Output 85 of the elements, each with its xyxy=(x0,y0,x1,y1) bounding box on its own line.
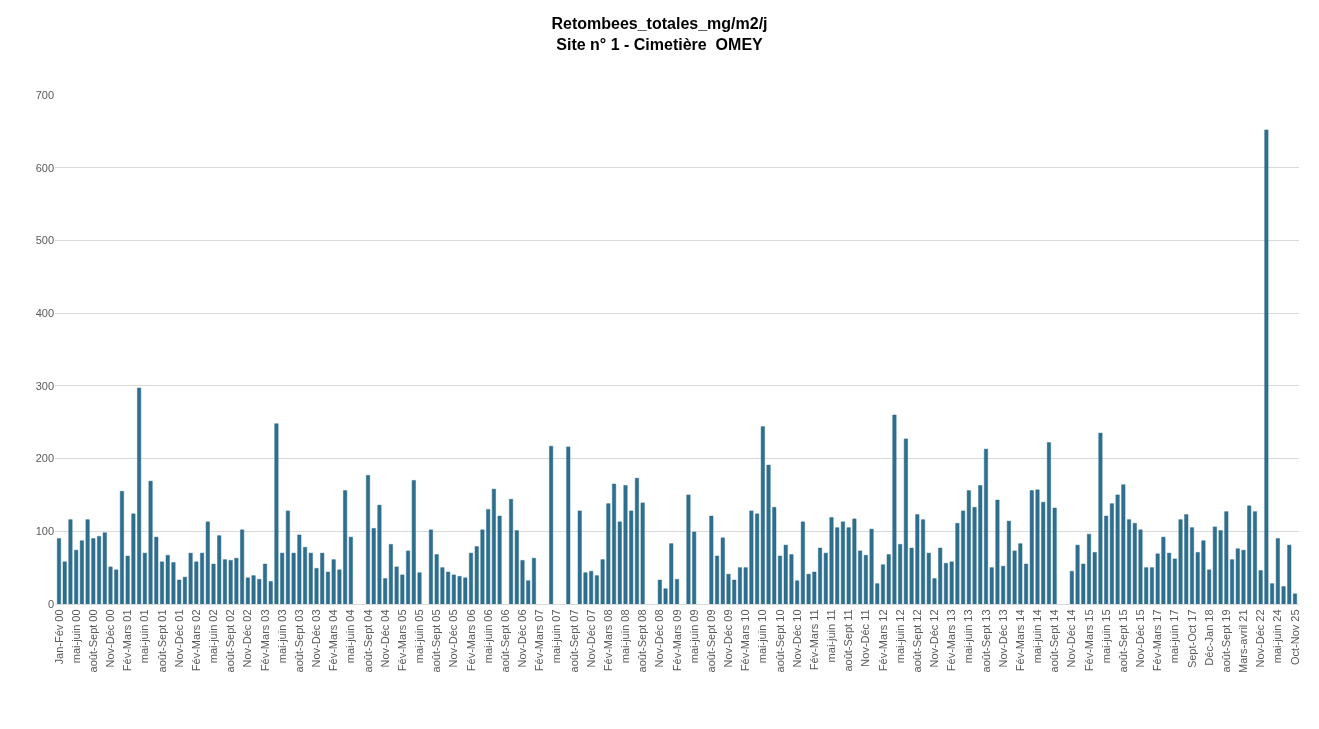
x-tick-label: août-Sept 14 xyxy=(1048,609,1061,673)
x-tick-label: août-Sept 12 xyxy=(910,609,923,673)
x-tick-label: Nov-Déc 15 xyxy=(1134,609,1147,668)
x-tick-label: mai-juin 10 xyxy=(756,609,769,664)
x-tick-label: Fév-Mars 12 xyxy=(876,609,889,672)
x-tick-label: mai-juin 24 xyxy=(1271,609,1284,664)
x-tick-label: Nov-Déc 01 xyxy=(172,609,185,668)
chart-subtitle: Site n° 1 - Cimetière OMEY xyxy=(556,35,764,53)
x-tick-label: août-Sept 03 xyxy=(292,609,305,673)
x-tick-label: Nov-Déc 13 xyxy=(996,609,1009,668)
x-tick-label: août-Sept 05 xyxy=(430,609,443,673)
x-tick-label: mai-juin 08 xyxy=(619,609,632,664)
y-tick-label: 400 xyxy=(35,306,54,319)
x-tick-label: mai-juin 02 xyxy=(207,609,220,664)
x-tick-label: Fév-Mars 14 xyxy=(1013,609,1026,672)
x-tick-label: Fév-Mars 11 xyxy=(807,609,820,671)
x-tick-label: Fév-Mars 06 xyxy=(464,609,477,672)
x-tick-label: août-Sept 13 xyxy=(979,609,992,673)
x-tick-label: Fév-Mars 03 xyxy=(258,609,271,672)
x-tick-label: Déc-Jan 18 xyxy=(1202,609,1215,666)
x-tick-label: mai-juin 11 xyxy=(825,609,838,663)
x-tick-label: août-Sept 01 xyxy=(155,609,168,673)
x-tick-label: août-Sept 09 xyxy=(704,609,717,673)
x-tick-label: août-Sept 06 xyxy=(498,609,511,673)
x-tick-label: Nov-Déc 09 xyxy=(722,609,735,668)
y-tick-label: 300 xyxy=(35,379,54,392)
x-tick-label: août-Sept 15 xyxy=(1116,609,1129,673)
y-tick-label: 600 xyxy=(35,161,54,174)
x-tick-label: Nov-Déc 04 xyxy=(378,609,391,668)
x-tick-label: Nov-Déc 02 xyxy=(241,609,254,668)
x-tick-label: Fév-Mars 05 xyxy=(395,609,408,672)
x-tick-label: mai-juin 04 xyxy=(344,609,357,664)
x-tick-label: Fév-Mars 17 xyxy=(1151,609,1164,672)
x-tick-label: mai-juin 06 xyxy=(481,609,494,664)
x-tick-label: mai-juin 15 xyxy=(1099,609,1112,664)
x-tick-label: Nov-Déc 10 xyxy=(790,609,803,668)
x-tick-label: août-Sept 11 xyxy=(842,609,855,672)
x-tick-label: Mars-avril 21 xyxy=(1237,609,1250,673)
bar xyxy=(566,446,571,604)
y-tick-label: 500 xyxy=(35,234,54,247)
x-tick-label: mai-juin 05 xyxy=(413,609,426,664)
x-tick-label: Sept-Oct 17 xyxy=(1185,609,1198,669)
x-tick-label: Fév-Mars 07 xyxy=(533,609,546,672)
x-tick-label: Nov-Déc 06 xyxy=(516,609,529,668)
x-tick-label: Nov-Déc 03 xyxy=(310,609,323,668)
x-tick-label: Fév-Mars 08 xyxy=(601,609,614,672)
x-tick-label: Fév-Mars 09 xyxy=(670,609,683,672)
x-tick-label: mai-juin 07 xyxy=(550,609,563,664)
x-tick-label: Nov-Déc 07 xyxy=(584,609,597,668)
chart-title: Retombees_totales_mg/m2/j xyxy=(551,15,768,33)
x-tick-label: Nov-Déc 00 xyxy=(104,609,117,668)
x-tick-label: mai-juin 09 xyxy=(687,609,700,664)
x-tick-label: août-Sept 19 xyxy=(1219,609,1232,673)
x-tick-label: Fév-Mars 10 xyxy=(739,609,752,672)
x-tick-label: Fév-Mars 13 xyxy=(945,609,958,672)
x-tick-label: mai-juin 17 xyxy=(1168,609,1181,664)
x-tick-label: Fév-Mars 02 xyxy=(189,609,202,672)
y-tick-label: 0 xyxy=(47,597,54,610)
x-tick-label: mai-juin 03 xyxy=(275,609,288,664)
x-tick-label: août-Sept 04 xyxy=(361,609,374,673)
bar xyxy=(549,445,554,604)
x-tick-label: mai-juin 12 xyxy=(893,609,906,664)
x-tick-label: Oct-Nov 25 xyxy=(1288,609,1301,666)
x-tick-label: Fév-Mars 15 xyxy=(1082,609,1095,672)
x-tick-label: Nov-Déc 05 xyxy=(447,609,460,668)
x-tick-label: août-Sept 00 xyxy=(86,609,99,673)
x-tick-label: mai-juin 13 xyxy=(962,609,975,664)
x-tick-label: Nov-Déc 11 xyxy=(859,609,872,667)
x-tick-label: août-Sept 02 xyxy=(224,609,237,673)
y-tick-label: 100 xyxy=(35,525,54,538)
x-tick-label: Nov-Déc 14 xyxy=(1065,609,1078,668)
x-tick-label: mai-juin 01 xyxy=(138,609,151,664)
x-tick-label: Fév-Mars 04 xyxy=(327,609,340,672)
y-tick-label: 200 xyxy=(35,452,54,465)
x-tick-label: août-Sept 08 xyxy=(636,609,649,673)
x-tick-label: août-Sept 07 xyxy=(567,609,580,673)
x-tick-label: Nov-Déc 08 xyxy=(653,609,666,668)
x-tick-label: Jan-Fév 00 xyxy=(52,609,65,665)
x-tick-label: Fév-Mars 01 xyxy=(121,609,134,672)
x-tick-label: août-Sept 10 xyxy=(773,609,786,673)
x-tick-label: Nov-Déc 12 xyxy=(928,609,941,668)
y-tick-label: 700 xyxy=(35,88,54,101)
x-tick-label: mai-juin 00 xyxy=(69,609,82,664)
x-tick-label: Nov-Déc 22 xyxy=(1254,609,1267,668)
x-tick-label: mai-juin 14 xyxy=(1031,609,1044,664)
